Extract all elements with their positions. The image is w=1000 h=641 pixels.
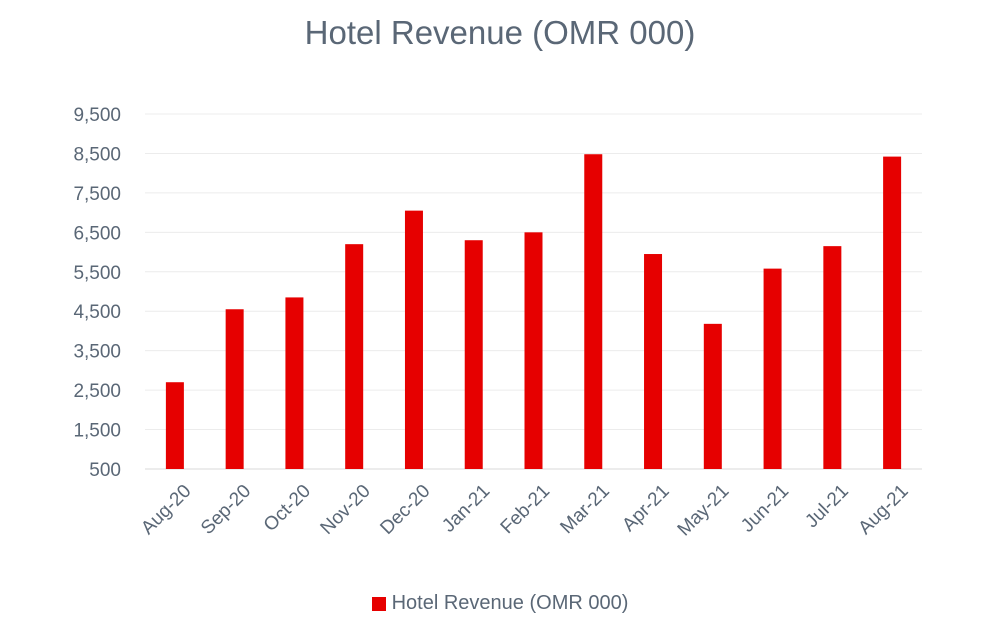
y-tick-label: 6,500 [73, 223, 121, 244]
y-tick-label: 1,500 [73, 421, 121, 442]
x-tick-label: Jan-21 [438, 481, 494, 537]
x-tick-label: Feb-21 [497, 481, 554, 538]
bar-aug-20 [165, 382, 184, 469]
chart-title: Hotel Revenue (OMR 000) [304, 14, 696, 51]
bar-jul-21 [823, 246, 842, 469]
x-tick-label: Sep-20 [197, 481, 255, 539]
y-tick-label: 500 [89, 460, 121, 481]
bar-feb-21 [524, 232, 543, 469]
legend-swatch [371, 596, 386, 611]
x-tick-label: Mar-21 [556, 481, 613, 538]
y-tick-label: 9,500 [73, 105, 121, 126]
y-tick-label: 4,500 [73, 302, 121, 323]
bar-jun-21 [763, 268, 782, 469]
y-tick-label: 8,500 [73, 144, 121, 165]
x-tick-label: Jul-21 [801, 481, 852, 532]
x-tick-label: May-21 [674, 481, 734, 541]
bar-mar-21 [584, 154, 603, 469]
legend-label: Hotel Revenue (OMR 000) [391, 592, 629, 614]
bar-nov-20 [345, 244, 364, 469]
legend: Hotel Revenue (OMR 000) [0, 592, 1000, 615]
x-tick-label: Oct-20 [260, 481, 315, 536]
bar-aug-21 [883, 156, 902, 469]
bar-oct-20 [285, 297, 304, 469]
y-tick-label: 3,500 [73, 342, 121, 363]
bar-jan-21 [464, 240, 483, 469]
y-tick-label: 2,500 [73, 381, 121, 402]
bar-dec-20 [404, 210, 423, 469]
x-tick-label: Jun-21 [737, 481, 793, 537]
bar-apr-21 [644, 254, 663, 469]
x-tick-label: Nov-20 [317, 481, 375, 539]
y-tick-label: 5,500 [73, 263, 121, 284]
x-tick-label: Aug-20 [137, 481, 195, 539]
x-tick-label: Apr-21 [618, 481, 673, 536]
x-tick-label: Aug-21 [855, 481, 913, 539]
y-tick-label: 7,500 [73, 184, 121, 205]
bar-may-21 [703, 323, 722, 469]
bar-sep-20 [225, 309, 244, 469]
x-tick-label: Dec-20 [376, 481, 434, 539]
